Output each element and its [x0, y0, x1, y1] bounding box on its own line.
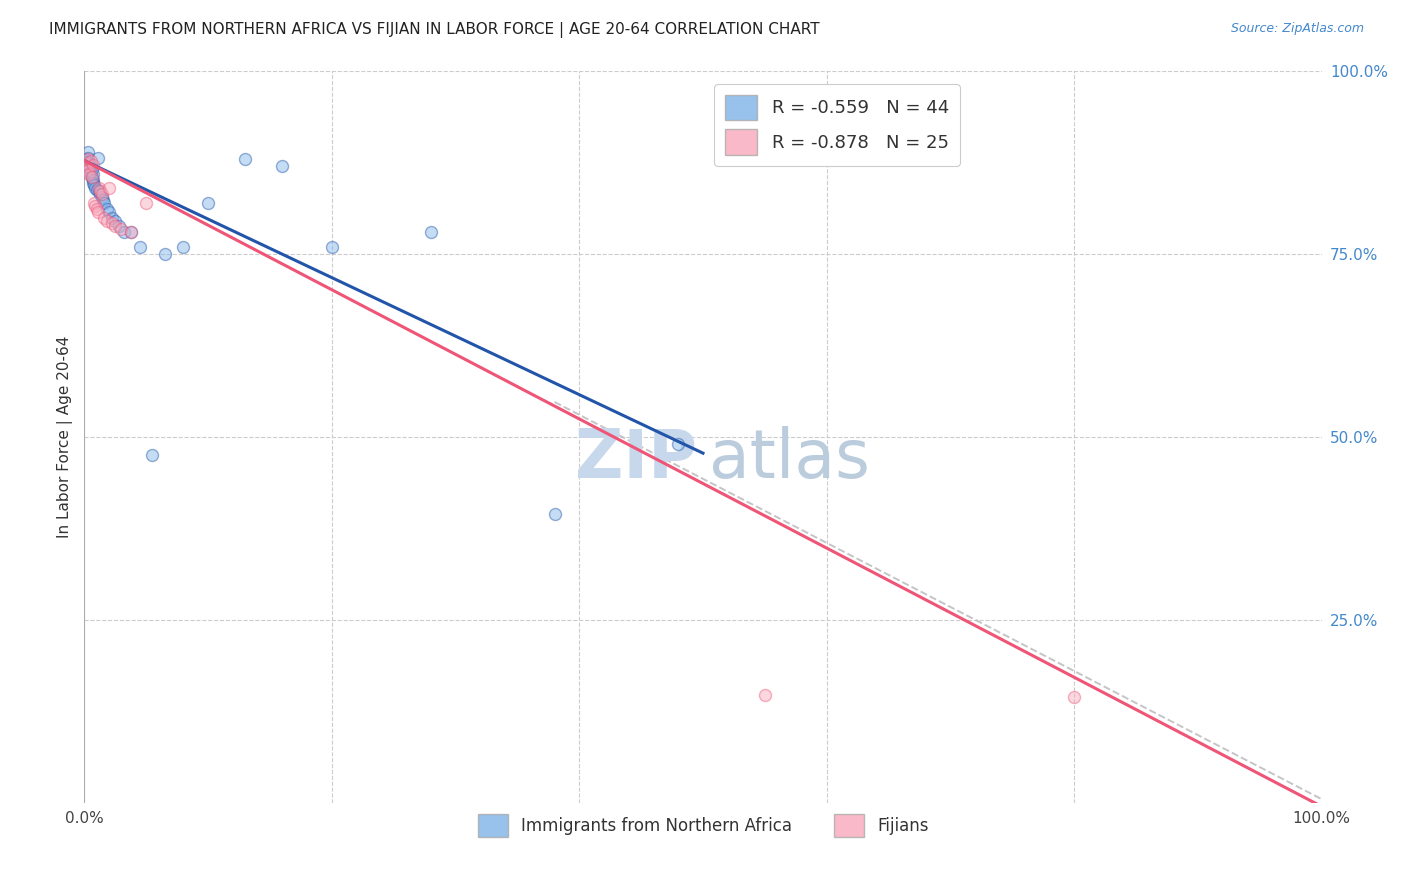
Y-axis label: In Labor Force | Age 20-64: In Labor Force | Age 20-64	[58, 336, 73, 538]
Point	[80, 171, 103, 186]
Point	[172, 240, 194, 254]
Point	[108, 219, 131, 234]
Point	[96, 202, 118, 216]
Point	[153, 247, 176, 261]
Point	[79, 153, 101, 168]
Point	[93, 196, 115, 211]
Point	[76, 158, 98, 172]
Point	[89, 181, 111, 195]
Point	[75, 152, 97, 166]
Point	[100, 217, 122, 231]
Point	[79, 156, 101, 170]
Text: IMMIGRANTS FROM NORTHERN AFRICA VS FIJIAN IN LABOR FORCE | AGE 20-64 CORRELATION: IMMIGRANTS FROM NORTHERN AFRICA VS FIJIA…	[49, 22, 820, 38]
Point	[233, 152, 256, 166]
Point	[419, 225, 441, 239]
Point	[77, 151, 100, 165]
Point	[82, 167, 104, 181]
Point	[77, 152, 100, 166]
Point	[197, 196, 219, 211]
Point	[141, 448, 163, 462]
Point	[76, 153, 98, 168]
Point	[96, 213, 118, 227]
Point	[100, 211, 122, 225]
Point	[75, 156, 97, 170]
Point	[83, 178, 105, 193]
Point	[77, 145, 100, 159]
Point	[79, 161, 101, 175]
Point	[321, 240, 343, 254]
Point	[77, 163, 100, 178]
Point	[89, 184, 111, 198]
Text: atlas: atlas	[709, 426, 870, 492]
Legend: Immigrants from Northern Africa, Fijians: Immigrants from Northern Africa, Fijians	[470, 805, 936, 846]
Point	[83, 196, 105, 211]
Point	[666, 437, 689, 451]
Point	[112, 225, 135, 239]
Point	[86, 202, 108, 216]
Point	[82, 158, 104, 172]
Point	[1063, 690, 1085, 704]
Text: ZIP: ZIP	[575, 426, 697, 492]
Point	[93, 211, 115, 225]
Point	[82, 176, 104, 190]
Point	[79, 160, 101, 174]
Point	[77, 155, 100, 169]
Point	[80, 170, 103, 185]
Point	[120, 225, 142, 239]
Point	[87, 204, 110, 219]
Point	[120, 225, 142, 239]
Point	[104, 219, 127, 234]
Point	[104, 214, 127, 228]
Point	[754, 688, 776, 702]
Point	[89, 184, 111, 198]
Point	[98, 181, 121, 195]
Point	[90, 187, 112, 202]
Point	[79, 165, 101, 179]
Point	[129, 240, 152, 254]
Text: Source: ZipAtlas.com: Source: ZipAtlas.com	[1230, 22, 1364, 36]
Point	[87, 151, 110, 165]
Point	[91, 193, 114, 207]
Point	[90, 190, 112, 204]
Point	[135, 196, 157, 211]
Point	[271, 160, 294, 174]
Point	[84, 199, 107, 213]
Point	[79, 168, 101, 182]
Point	[98, 204, 121, 219]
Point	[86, 183, 108, 197]
Point	[76, 160, 98, 174]
Point	[543, 507, 565, 521]
Point	[89, 187, 111, 202]
Point	[110, 222, 132, 236]
Point	[82, 172, 104, 186]
Point	[79, 167, 101, 181]
Point	[80, 162, 103, 177]
Point	[84, 181, 107, 195]
Point	[75, 156, 97, 170]
